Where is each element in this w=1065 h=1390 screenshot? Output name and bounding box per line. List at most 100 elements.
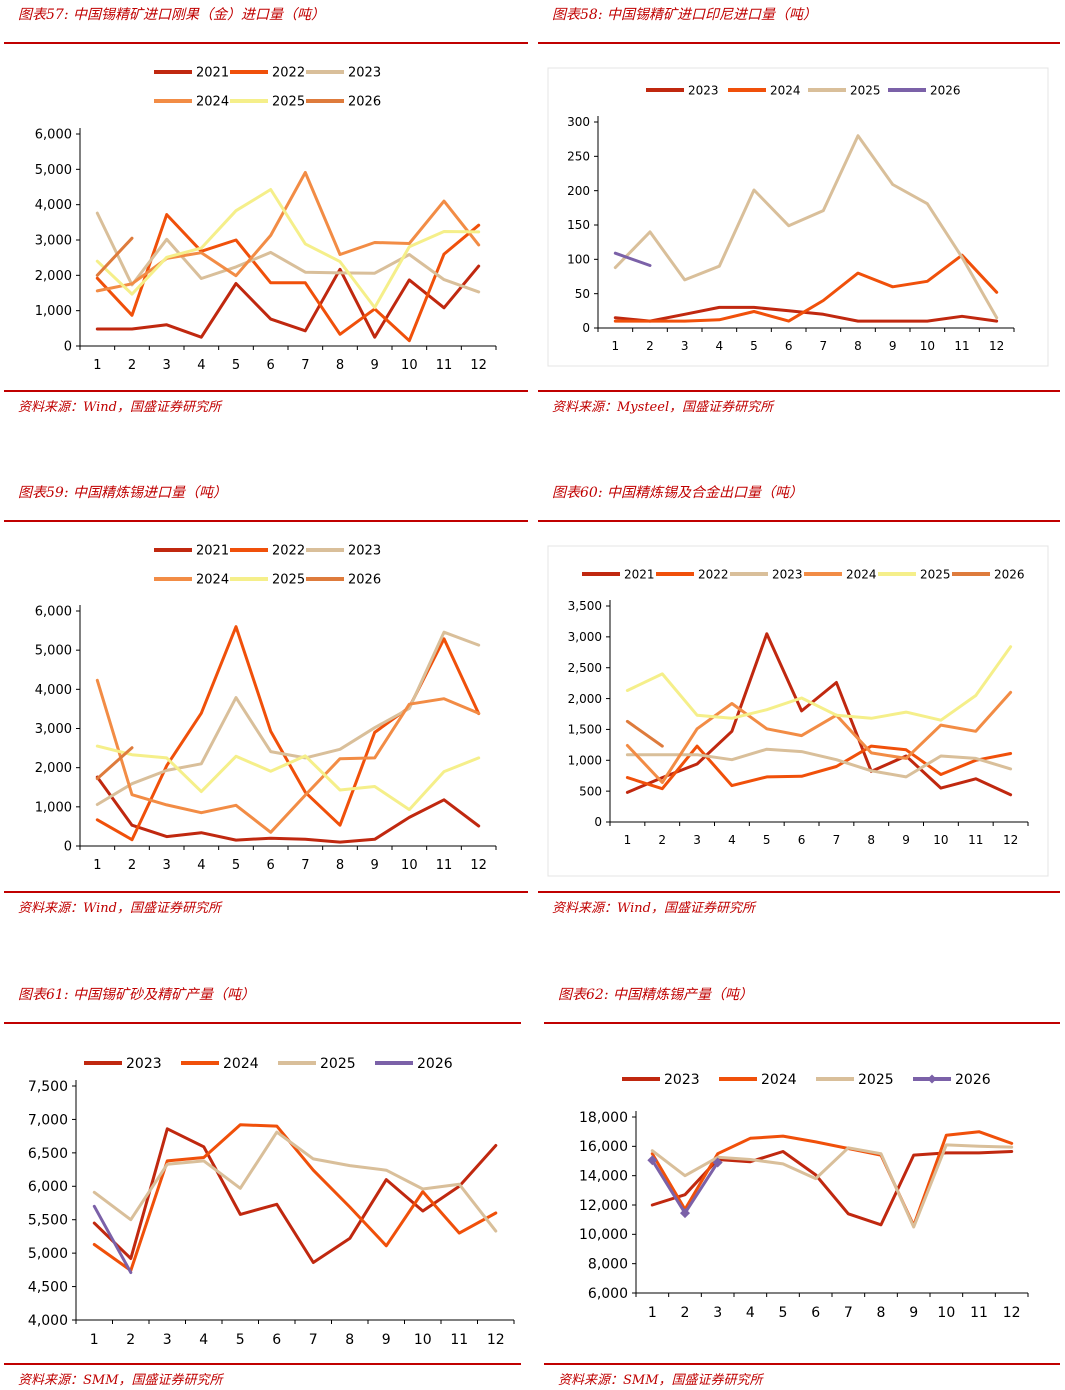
series-line-2026 — [95, 236, 134, 277]
legend-label: 2025 — [272, 573, 305, 588]
x-tick-label: 12 — [989, 339, 1004, 353]
x-tick-label: 4 — [197, 858, 205, 873]
y-tick-label: 500 — [579, 784, 602, 798]
x-tick-label: 9 — [382, 1332, 391, 1348]
legend-label: 2023 — [688, 83, 719, 97]
x-tick-label: 1 — [648, 1305, 657, 1321]
chart-title: 图表61: 中国锡矿砂及精矿产量（吨） — [18, 987, 255, 1003]
y-tick-label: 4,000 — [28, 1313, 68, 1329]
chart-panel-57: 图表57: 中国锡精矿进口刚果（金）进口量（吨） 0 1,000 2,000 3,00… — [4, 0, 528, 420]
y-tick-label: 300 — [567, 115, 590, 129]
x-tick-label: 8 — [877, 1305, 886, 1321]
y-tick-label: 4,000 — [35, 198, 72, 213]
chart-svg: 4,000 4,500 5,000 5,500 6,000 6,500 7,000 7,500… — [28, 1056, 515, 1348]
series-line-2021 — [95, 775, 481, 844]
y-tick-label: 3,000 — [568, 630, 602, 644]
series-line-2025 — [613, 134, 999, 320]
x-tick-label: 10 — [920, 339, 935, 353]
chart-title: 图表62: 中国精炼锡产量（吨） — [558, 987, 753, 1003]
x-tick-label: 2 — [126, 1332, 135, 1348]
x-tick-label: 11 — [970, 1305, 988, 1321]
x-tick-label: 2 — [128, 358, 136, 373]
series-line-2023 — [95, 211, 481, 294]
title-rule — [4, 520, 528, 522]
y-tick-label: 1,500 — [568, 723, 602, 737]
y-tick-label: 250 — [567, 150, 590, 164]
legend-label: 2024 — [196, 95, 229, 110]
legend-label: 2024 — [223, 1056, 259, 1072]
legend-label: 2026 — [348, 95, 381, 110]
source-rule — [4, 1363, 521, 1365]
title-rule — [538, 42, 1060, 44]
y-tick-label: 8,000 — [588, 1257, 628, 1273]
y-tick-label: 5,000 — [35, 163, 72, 178]
source-rule — [544, 1363, 1060, 1365]
chart-title: 图表59: 中国精炼锡进口量（吨） — [18, 485, 227, 501]
y-tick-label: 18,000 — [579, 1110, 628, 1126]
series-line-2026 — [613, 251, 652, 267]
series-line-2022 — [95, 625, 481, 842]
y-tick-label: 4,000 — [35, 683, 72, 698]
title-rule — [538, 520, 1060, 522]
y-tick-label: 14,000 — [579, 1169, 628, 1185]
series-line-2023 — [92, 1127, 498, 1264]
source-note: 资料来源：SMM，国盛证券研究所 — [18, 1373, 223, 1388]
x-tick-label: 1 — [624, 833, 632, 847]
x-tick-label: 10 — [937, 1305, 955, 1321]
chart-panel-59: 图表59: 中国精炼锡进口量（吨） 0 1,000 2,000 3,000 4,000 5… — [4, 478, 528, 918]
x-tick-label: 2 — [646, 339, 654, 353]
source-note: 资料来源：SMM，国盛证券研究所 — [558, 1373, 763, 1388]
x-tick-label: 2 — [128, 858, 136, 873]
y-tick-label: 5,000 — [28, 1246, 68, 1262]
x-tick-label: 4 — [197, 358, 205, 373]
x-tick-label: 8 — [345, 1332, 354, 1348]
legend-label: 2023 — [348, 66, 381, 81]
legend-label: 2023 — [772, 567, 803, 581]
series-line-2026 — [92, 1204, 133, 1274]
y-tick-label: 100 — [567, 253, 590, 267]
source-note: 资料来源：Mysteel，国盛证券研究所 — [552, 400, 774, 415]
legend-label: 2021 — [196, 544, 229, 559]
x-tick-label: 5 — [236, 1332, 245, 1348]
legend-label: 2026 — [955, 1072, 991, 1088]
source-note: 资料来源：Wind，国盛证券研究所 — [552, 901, 755, 916]
y-tick-label: 16,000 — [579, 1139, 628, 1155]
x-tick-label: 7 — [820, 339, 828, 353]
x-tick-label: 10 — [933, 833, 948, 847]
chart-svg: 6,000 8,000 10,000 12,000 14,000 16,000 18,000… — [579, 1072, 1029, 1321]
x-tick-label: 10 — [401, 358, 418, 373]
y-tick-label: 6,500 — [28, 1146, 68, 1162]
x-tick-label: 12 — [1003, 833, 1018, 847]
series-line-2024 — [650, 1130, 1014, 1227]
y-tick-label: 5,000 — [35, 644, 72, 659]
legend-label: 2026 — [994, 567, 1025, 581]
y-tick-label: 2,000 — [568, 692, 602, 706]
data-point-marker — [647, 1155, 658, 1166]
y-tick-label: 10,000 — [579, 1227, 628, 1243]
x-tick-label: 1 — [93, 358, 101, 373]
x-tick-label: 6 — [272, 1332, 281, 1348]
x-tick-label: 4 — [728, 833, 736, 847]
series-line-2025 — [92, 1130, 498, 1233]
x-tick-label: 6 — [798, 833, 806, 847]
x-tick-label: 4 — [746, 1305, 755, 1321]
y-tick-label: 1,000 — [35, 304, 72, 319]
x-tick-label: 12 — [470, 358, 487, 373]
legend-label: 2024 — [770, 83, 801, 97]
x-tick-label: 11 — [436, 358, 453, 373]
x-tick-label: 12 — [487, 1332, 505, 1348]
x-tick-label: 7 — [833, 833, 841, 847]
y-tick-label: 7,000 — [28, 1112, 68, 1128]
x-tick-label: 8 — [336, 858, 344, 873]
legend-label: 2023 — [664, 1072, 700, 1088]
series-line-2024 — [625, 690, 1013, 784]
x-tick-label: 11 — [954, 339, 969, 353]
x-tick-label: 7 — [301, 358, 309, 373]
chart-title: 图表57: 中国锡精矿进口刚果（金）进口量（吨） — [18, 7, 325, 23]
series-line-2026 — [95, 746, 134, 781]
legend-label: 2025 — [850, 83, 881, 97]
y-tick-label: 200 — [567, 184, 590, 198]
series-line-2024 — [613, 253, 999, 323]
y-tick-label: 50 — [575, 287, 590, 301]
